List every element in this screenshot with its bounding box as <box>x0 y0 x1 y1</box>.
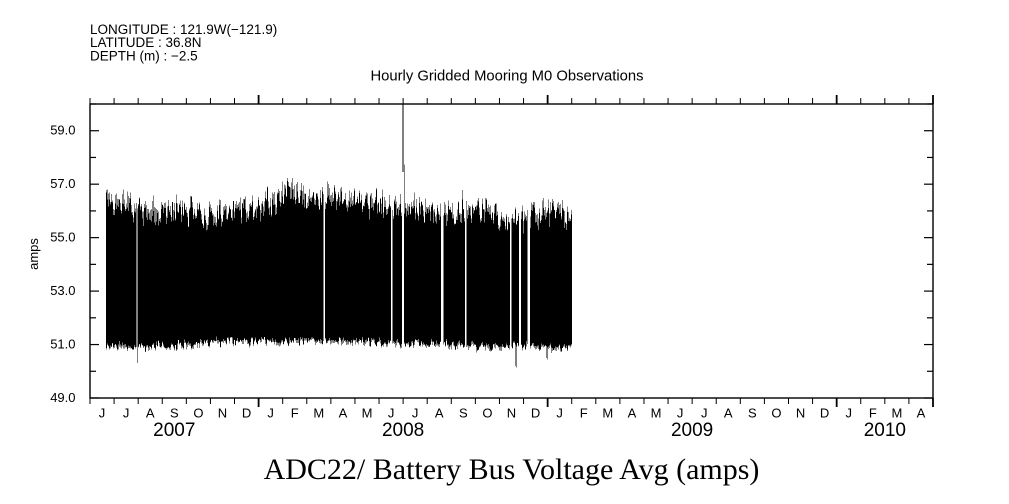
svg-text:J: J <box>677 406 684 421</box>
svg-text:N: N <box>796 406 805 421</box>
svg-text:A: A <box>628 406 637 421</box>
svg-text:S: S <box>748 406 757 421</box>
svg-text:M: M <box>313 406 324 421</box>
svg-text:O: O <box>482 406 492 421</box>
svg-text:M: M <box>651 406 662 421</box>
svg-text:DEPTH (m) : −2.5: DEPTH (m) : −2.5 <box>90 48 198 63</box>
svg-text:N: N <box>507 406 516 421</box>
svg-text:J: J <box>701 406 708 421</box>
svg-text:O: O <box>771 406 781 421</box>
svg-text:O: O <box>193 406 203 421</box>
svg-text:49.0: 49.0 <box>50 390 75 405</box>
svg-text:55.0: 55.0 <box>50 230 75 245</box>
svg-text:2008: 2008 <box>382 420 424 441</box>
svg-text:F: F <box>869 406 877 421</box>
svg-text:J: J <box>556 406 563 421</box>
svg-text:M: M <box>891 406 902 421</box>
svg-text:J: J <box>845 406 852 421</box>
svg-text:J: J <box>267 406 274 421</box>
svg-text:51.0: 51.0 <box>50 337 75 352</box>
svg-text:amps: amps <box>26 238 41 270</box>
svg-text:S: S <box>170 406 179 421</box>
svg-text:2010: 2010 <box>864 420 906 441</box>
svg-text:2007: 2007 <box>153 420 195 441</box>
svg-text:53.0: 53.0 <box>50 283 75 298</box>
svg-text:J: J <box>412 406 419 421</box>
svg-text:M: M <box>362 406 373 421</box>
svg-text:F: F <box>580 406 588 421</box>
svg-text:A: A <box>724 406 733 421</box>
svg-text:59.0: 59.0 <box>50 123 75 138</box>
svg-text:A: A <box>435 406 444 421</box>
svg-text:M: M <box>602 406 613 421</box>
svg-text:J: J <box>99 406 106 421</box>
svg-text:A: A <box>146 406 155 421</box>
svg-text:ADC22/ Battery Bus Voltage Avg: ADC22/ Battery Bus Voltage Avg (amps) <box>264 453 760 486</box>
svg-text:D: D <box>820 406 829 421</box>
svg-text:D: D <box>242 406 251 421</box>
svg-text:J: J <box>388 406 395 421</box>
svg-text:Hourly Gridded Mooring M0 Obse: Hourly Gridded Mooring M0 Observations <box>370 69 643 85</box>
svg-text:A: A <box>339 406 348 421</box>
svg-text:2009: 2009 <box>671 420 713 441</box>
svg-text:J: J <box>123 406 130 421</box>
svg-text:S: S <box>459 406 468 421</box>
svg-text:F: F <box>291 406 299 421</box>
svg-text:N: N <box>218 406 227 421</box>
svg-text:57.0: 57.0 <box>50 176 75 191</box>
svg-text:D: D <box>531 406 540 421</box>
svg-text:A: A <box>917 406 926 421</box>
